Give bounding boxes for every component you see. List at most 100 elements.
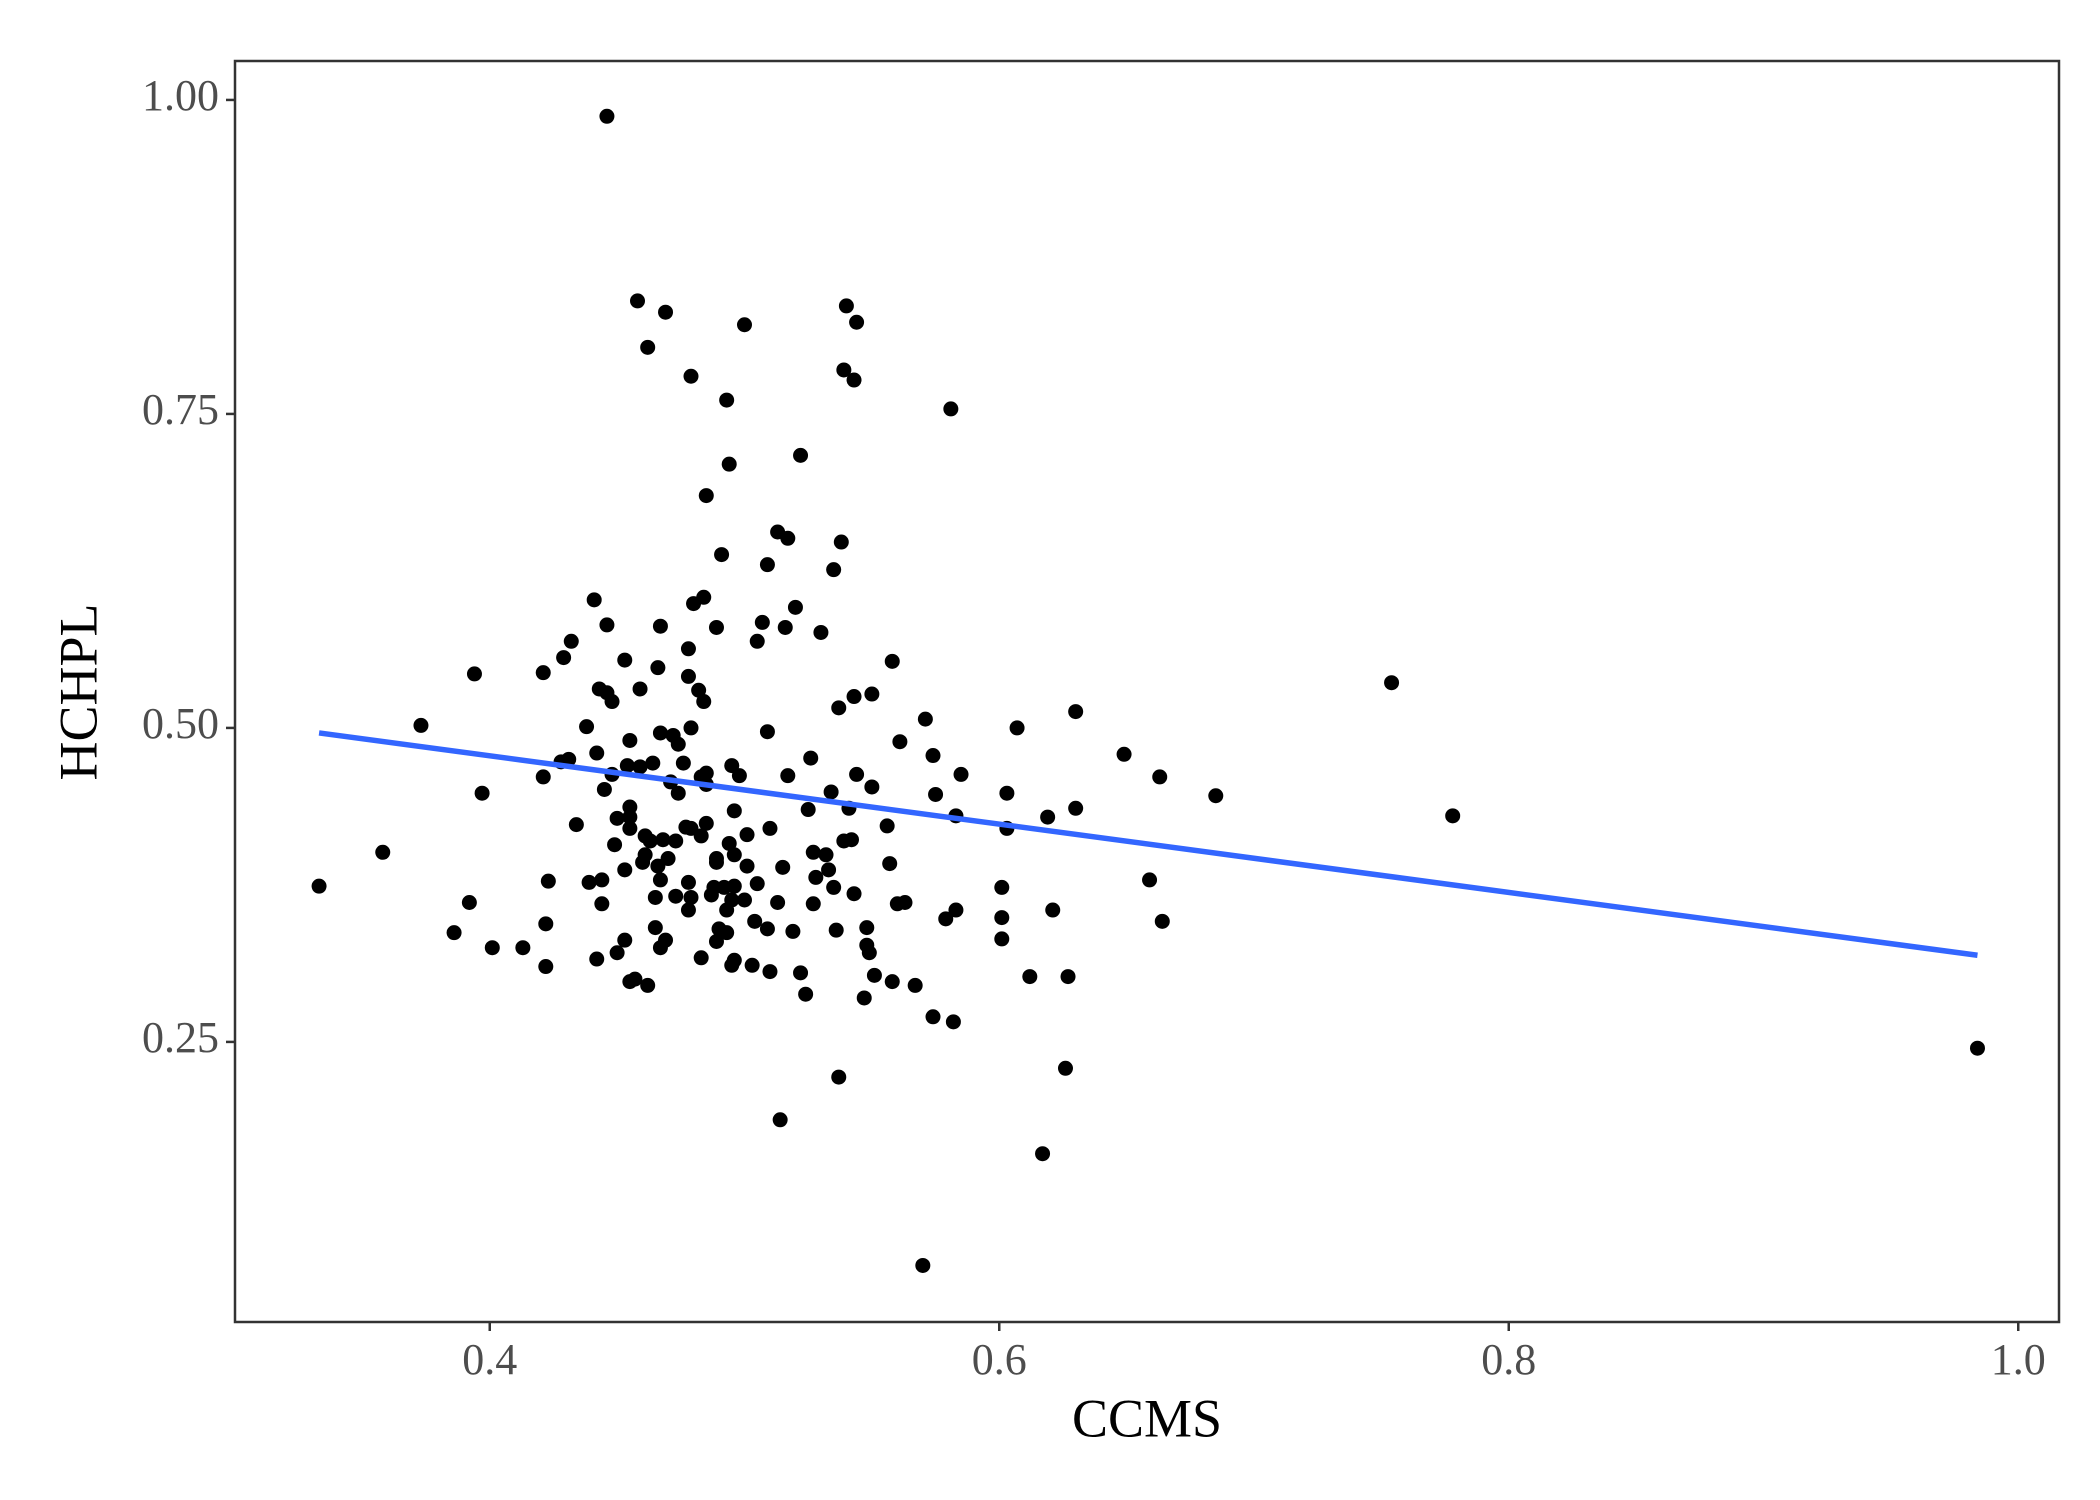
- point: [787, 599, 803, 615]
- point: [994, 910, 1010, 926]
- point: [754, 614, 770, 630]
- point: [652, 872, 668, 888]
- point: [826, 562, 842, 578]
- point: [484, 940, 500, 956]
- point: [798, 986, 814, 1002]
- point: [856, 990, 872, 1006]
- point: [823, 784, 839, 800]
- point: [668, 833, 684, 849]
- point: [917, 711, 933, 727]
- point: [622, 732, 638, 748]
- point: [1445, 808, 1461, 824]
- point: [892, 734, 908, 750]
- point: [805, 896, 821, 912]
- point: [736, 317, 752, 333]
- x-tick-label: 0.6: [972, 1335, 1027, 1384]
- point: [833, 534, 849, 550]
- point: [744, 957, 760, 973]
- point: [724, 957, 740, 973]
- point: [683, 368, 699, 384]
- point: [831, 700, 847, 716]
- point: [632, 759, 648, 775]
- x-axis-title: CCMS: [1072, 1388, 1222, 1448]
- point: [726, 878, 742, 894]
- point: [535, 769, 551, 785]
- point: [846, 689, 862, 705]
- x-tick-label: 0.4: [462, 1335, 517, 1384]
- point: [925, 1009, 941, 1025]
- point: [596, 781, 612, 797]
- point: [650, 858, 666, 874]
- point: [708, 854, 724, 870]
- point: [808, 869, 824, 885]
- point: [446, 925, 462, 941]
- x-tick-label: 1.0: [1991, 1335, 2046, 1384]
- point: [622, 820, 638, 836]
- point: [461, 895, 477, 911]
- point: [696, 694, 712, 710]
- point: [726, 847, 742, 863]
- point: [556, 650, 572, 666]
- point: [777, 619, 793, 635]
- point: [466, 666, 482, 682]
- point: [703, 887, 719, 903]
- point: [693, 828, 709, 844]
- point: [670, 785, 686, 801]
- y-tick-label: 0.25: [142, 1013, 219, 1062]
- point: [579, 719, 595, 735]
- point: [749, 633, 765, 649]
- point: [831, 1069, 847, 1085]
- point: [907, 977, 923, 993]
- point: [762, 964, 778, 980]
- point: [647, 889, 663, 905]
- point: [953, 766, 969, 782]
- point: [897, 895, 913, 911]
- point: [793, 965, 809, 981]
- point: [759, 921, 775, 937]
- point: [759, 557, 775, 573]
- point: [594, 896, 610, 912]
- point: [1208, 788, 1224, 804]
- point: [846, 372, 862, 388]
- point: [622, 799, 638, 815]
- point: [535, 665, 551, 681]
- point: [668, 888, 684, 904]
- point: [800, 802, 816, 818]
- point: [879, 818, 895, 834]
- point: [928, 786, 944, 802]
- point: [1060, 969, 1076, 985]
- point: [884, 974, 900, 990]
- point: [714, 547, 730, 563]
- point: [642, 833, 658, 849]
- point: [884, 653, 900, 669]
- point: [1384, 675, 1400, 691]
- point: [474, 785, 490, 801]
- point: [1068, 704, 1084, 720]
- point: [581, 874, 597, 890]
- point: [675, 755, 691, 771]
- point: [655, 832, 671, 848]
- point: [652, 725, 668, 741]
- point: [599, 108, 615, 124]
- point: [609, 945, 625, 961]
- point: [635, 854, 651, 870]
- point: [849, 766, 865, 782]
- point: [866, 967, 882, 983]
- point: [864, 779, 880, 795]
- point: [589, 745, 605, 761]
- point: [563, 633, 579, 649]
- point: [599, 617, 615, 633]
- y-axis-title: HCHPL: [48, 603, 108, 780]
- point: [721, 835, 737, 851]
- point: [604, 694, 620, 710]
- point: [864, 686, 880, 702]
- y-tick-label: 0.50: [142, 699, 219, 748]
- point: [1068, 800, 1084, 816]
- point: [772, 1112, 788, 1128]
- point: [311, 878, 327, 894]
- point: [683, 720, 699, 736]
- point: [1035, 1146, 1051, 1162]
- point: [785, 923, 801, 939]
